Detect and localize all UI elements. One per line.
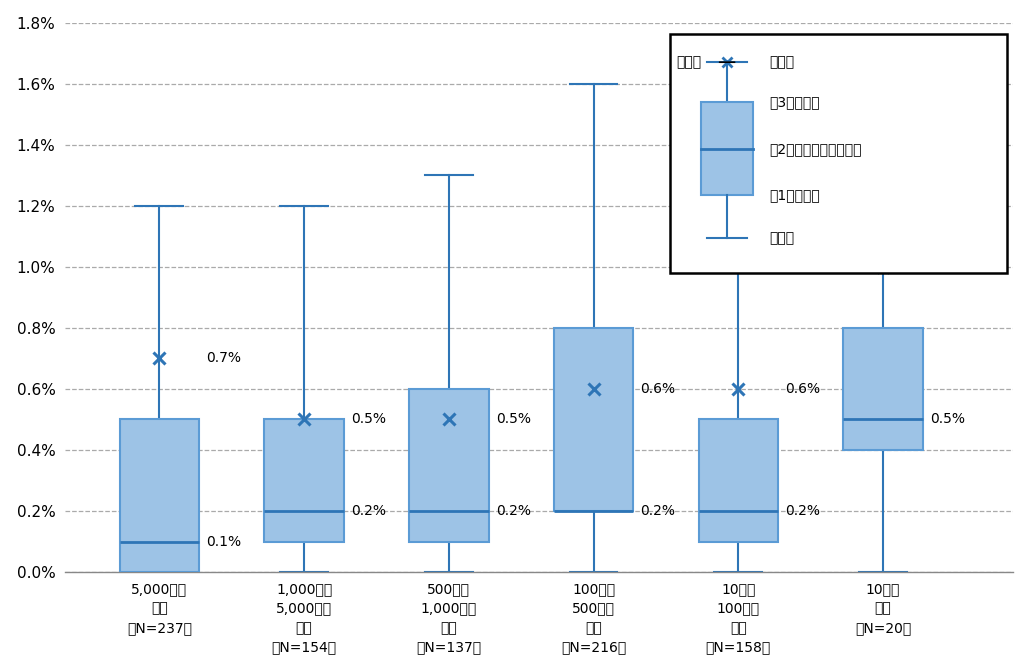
Text: 0.2%: 0.2%	[495, 504, 530, 518]
Text: 0.2%: 0.2%	[351, 504, 386, 518]
Text: 0.2%: 0.2%	[641, 504, 676, 518]
Text: 0.2%: 0.2%	[785, 504, 820, 518]
Text: 0.7%: 0.7%	[206, 352, 241, 366]
Text: 0.1%: 0.1%	[206, 535, 241, 549]
Text: 平均値: 平均値	[676, 55, 701, 69]
Bar	[698, 419, 778, 541]
Text: 0.5%: 0.5%	[495, 413, 530, 427]
Text: 0.5%: 0.5%	[930, 413, 965, 427]
Bar	[409, 389, 488, 541]
Text: 0.6%: 0.6%	[785, 382, 821, 396]
Text: 第1四分位数: 第1四分位数	[769, 189, 821, 203]
Bar	[671, 34, 1006, 272]
Bar	[119, 419, 199, 572]
Bar	[265, 419, 344, 541]
Text: 第2四分位数（中央値）: 第2四分位数（中央値）	[769, 142, 862, 156]
Text: 最大値: 最大値	[769, 55, 795, 69]
Bar	[844, 328, 923, 450]
Text: 1.0%: 1.0%	[930, 260, 965, 274]
Bar	[554, 328, 633, 511]
Bar	[701, 103, 753, 195]
Text: 0.6%: 0.6%	[641, 382, 676, 396]
Text: 最小値: 最小値	[769, 231, 795, 245]
Text: 第3四分位数: 第3四分位数	[769, 95, 820, 109]
Text: 0.5%: 0.5%	[351, 413, 386, 427]
